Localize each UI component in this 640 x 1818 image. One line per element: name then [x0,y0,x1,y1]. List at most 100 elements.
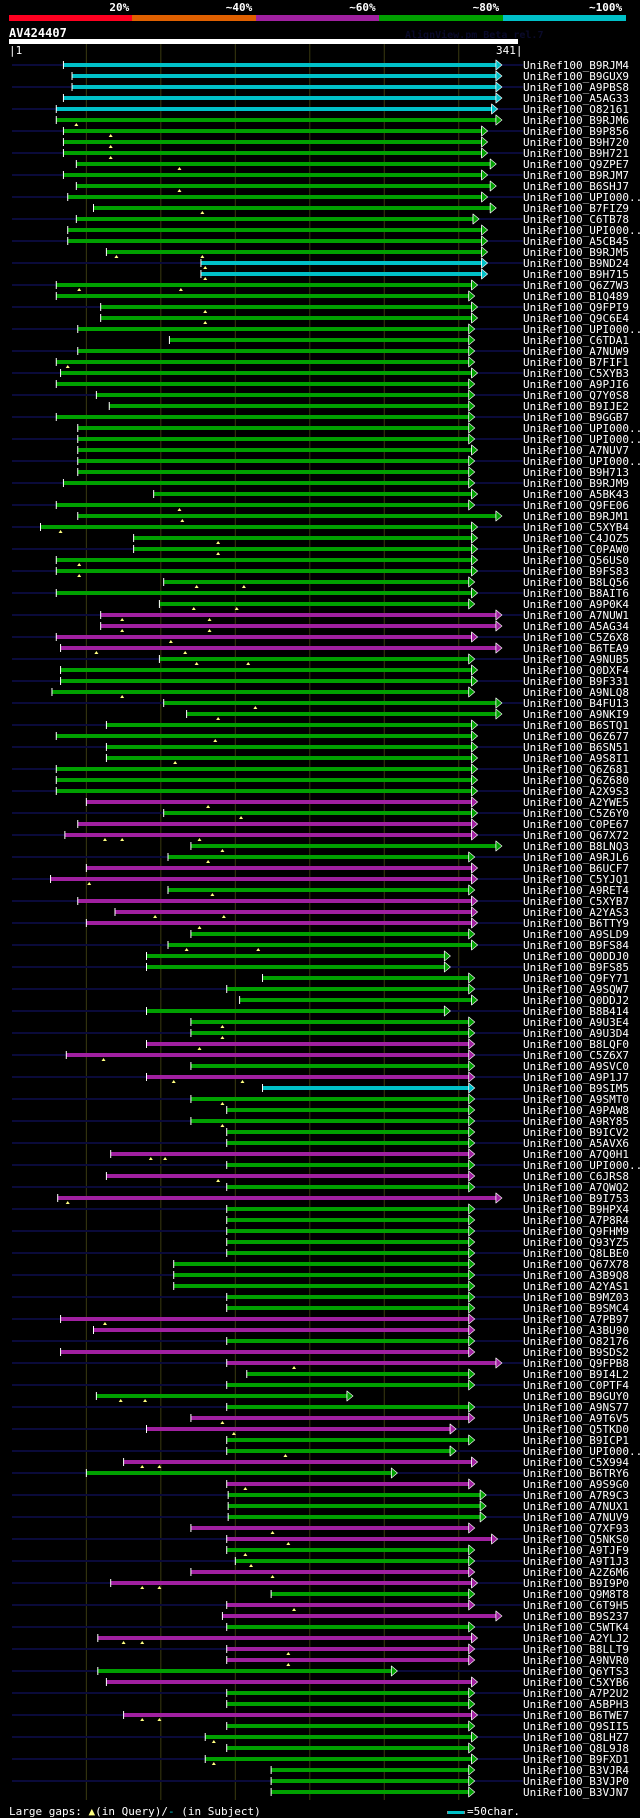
hit-label: UniRef100_Q9M8T8 [523,1588,629,1601]
hit-label: UniRef100_O82161 [523,103,629,116]
alignment-bar [106,250,482,254]
alignment-bar [86,1471,392,1475]
alignment-arrow-icon [491,103,499,115]
alignment-bar [66,1053,469,1057]
alignment-arrow-icon [481,257,489,269]
alignment-bar [163,580,469,584]
hit-label: UniRef100_UPI000.. [523,224,640,237]
hit-label: UniRef100_C5Z6Y0 [523,807,629,820]
alignment-bar [77,426,469,430]
alignment-arrow-icon [468,1071,476,1083]
alignment-bar [123,1713,472,1717]
hit-label: UniRef100_A5AG33 [523,92,629,105]
alignment-arrow-icon [468,1621,476,1633]
alignment-arrow-icon [468,1720,476,1732]
alignment-bar [100,624,496,628]
scale-legend-text: =50char. [467,1805,520,1818]
query-gap-marker [239,816,244,819]
query-gap-marker [220,849,225,852]
hit-label: UniRef100_B6SN51 [523,741,629,754]
alignment-bar [173,1262,469,1266]
identity-scale-label: ~80% [472,1,500,14]
hit-label: UniRef100_Q67X72 [523,829,629,842]
alignment-arrow-icon [471,521,479,533]
alignment-arrow-icon [481,268,489,280]
hit-label: UniRef100_A7PB97 [523,1313,629,1326]
hit-label: UniRef100_B9IJE2 [523,400,629,413]
alignment-arrow-icon [471,895,479,907]
hit-label: UniRef100_A9T6V5 [523,1412,629,1425]
alignment-bar [205,1735,472,1739]
alignment-arrow-icon [489,180,497,192]
alignment-bar [146,1075,469,1079]
hit-label: UniRef100_C4JOZ5 [523,532,629,545]
alignment-arrow-icon [468,1280,476,1292]
alignment-arrow-icon [468,653,476,665]
alignment-bar [56,360,469,364]
hit-label: UniRef100_C5XYB6 [523,1676,629,1689]
alignment-bar [173,1273,469,1277]
alignment-bar [76,162,491,166]
hit-label: UniRef100_C6TDA1 [523,334,629,347]
alignment-arrow-icon [481,136,489,148]
alignment-bar [226,1218,469,1222]
alignment-arrow-icon [468,1170,476,1182]
hit-label: UniRef100_A7QWQ2 [523,1181,629,1194]
hit-label: UniRef100_A7P8R4 [523,1214,629,1227]
hit-label: UniRef100_B9I4L2 [523,1368,629,1381]
alignment-arrow-icon [495,642,503,654]
alignment-arrow-icon [489,158,497,170]
alignment-bar [226,1548,469,1552]
query-gap-marker [197,838,202,841]
query-gap-marker [270,1575,275,1578]
hit-label: UniRef100_A2YLJ2 [523,1632,629,1645]
query-gap-marker [108,134,113,137]
alignment-bar [222,1614,496,1618]
identity-scale-segment [379,15,503,21]
alignment-bar [226,1647,469,1651]
query-end-label: 341| [496,44,523,57]
query-gap-marker [171,1080,176,1083]
alignment-arrow-icon [468,466,476,478]
hit-label: UniRef100_Q6Z681 [523,763,629,776]
hit-label: UniRef100_Q9ZPE7 [523,158,629,171]
gap-legend-subject: (in Subject) [174,1805,261,1818]
alignment-arrow-icon [471,752,479,764]
hit-label: UniRef100_UPI000.. [523,433,640,446]
hit-label: UniRef100_B3VJP0 [523,1775,629,1788]
query-gap-marker [220,1124,225,1127]
query-gap-marker [140,1465,145,1468]
alignment-arrow-icon [468,1478,476,1490]
alignment-arrow-icon [471,774,479,786]
alignment-bar [226,1746,469,1750]
alignment-arrow-icon [468,1599,476,1611]
hit-label: UniRef100_B9SDS2 [523,1346,629,1359]
hit-label: UniRef100_A9NVR0 [523,1654,629,1667]
hit-label: UniRef100_B6TEA9 [523,642,629,655]
query-gap-marker [108,145,113,148]
query-gap-marker [140,1641,145,1644]
hit-label: UniRef100_B9P856 [523,125,629,138]
hit-label: UniRef100_B9I9P0 [523,1577,629,1590]
alignment-arrow-icon [468,1038,476,1050]
hit-label: UniRef100_B9HPX4 [523,1203,629,1216]
alignment-bar [133,547,472,551]
query-gap-marker [203,277,208,280]
alignment-arrow-icon [471,301,479,313]
hit-label: UniRef100_A9S9G0 [523,1478,629,1491]
alignment-arrow-icon [468,1104,476,1116]
query-gap-marker [203,310,208,313]
query-gap-marker [120,695,125,698]
alignment-arrow-icon [468,1401,476,1413]
query-gap-marker [65,1201,70,1204]
query-start-label: |1 [9,44,23,57]
hit-label: UniRef100_A9PBS8 [523,81,629,94]
alignment-bar [100,613,496,617]
alignment-bar [226,1658,469,1662]
alignment-bar [56,591,472,595]
alignment-bar [93,206,491,210]
hit-label: UniRef100_A9U3E4 [523,1016,629,1029]
watermark: AlignView.pm Beta rel.7 [405,30,544,41]
hit-label: UniRef100_B4FU13 [523,697,629,710]
query-gap-marker [184,948,189,951]
